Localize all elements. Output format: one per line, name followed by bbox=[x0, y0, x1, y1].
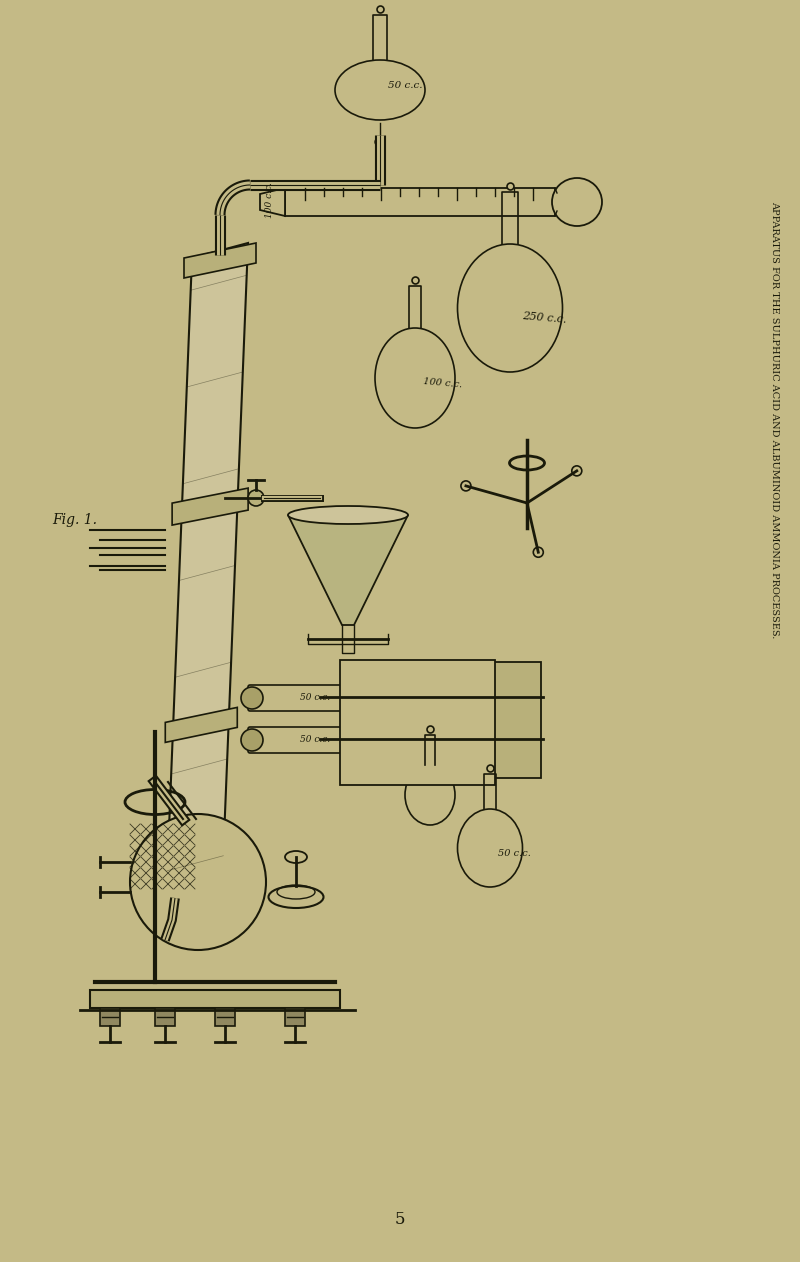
Ellipse shape bbox=[241, 729, 263, 751]
Text: APPARATUS FOR THE SULPHURIC ACID AND ALBUMINOID AMMONIA PROCESSES.: APPARATUS FOR THE SULPHURIC ACID AND ALB… bbox=[770, 202, 779, 639]
Text: Fig. 1.: Fig. 1. bbox=[52, 512, 97, 528]
Circle shape bbox=[130, 814, 266, 950]
FancyBboxPatch shape bbox=[248, 685, 485, 711]
Text: 50 c.c.: 50 c.c. bbox=[388, 81, 422, 90]
FancyBboxPatch shape bbox=[285, 1008, 305, 1026]
Polygon shape bbox=[260, 188, 285, 216]
Polygon shape bbox=[166, 244, 248, 904]
FancyBboxPatch shape bbox=[248, 727, 485, 753]
Polygon shape bbox=[184, 244, 256, 278]
Polygon shape bbox=[166, 708, 238, 742]
Polygon shape bbox=[288, 515, 408, 625]
Circle shape bbox=[248, 490, 264, 506]
Text: 50 c.c.: 50 c.c. bbox=[498, 848, 531, 857]
Text: 100 c.c.: 100 c.c. bbox=[266, 182, 274, 218]
Ellipse shape bbox=[375, 328, 455, 428]
FancyBboxPatch shape bbox=[90, 989, 340, 1008]
Ellipse shape bbox=[458, 809, 522, 887]
Ellipse shape bbox=[335, 61, 425, 120]
FancyBboxPatch shape bbox=[155, 1008, 175, 1026]
FancyBboxPatch shape bbox=[476, 663, 541, 777]
Circle shape bbox=[534, 548, 543, 558]
Circle shape bbox=[572, 466, 582, 476]
FancyBboxPatch shape bbox=[285, 188, 555, 216]
Ellipse shape bbox=[241, 687, 263, 709]
Ellipse shape bbox=[288, 506, 408, 524]
Ellipse shape bbox=[552, 178, 602, 226]
Ellipse shape bbox=[458, 244, 562, 372]
Text: 50 c.c.: 50 c.c. bbox=[300, 736, 330, 745]
FancyBboxPatch shape bbox=[100, 1008, 120, 1026]
Text: 50 c.c.: 50 c.c. bbox=[300, 694, 330, 703]
Ellipse shape bbox=[474, 729, 492, 751]
FancyBboxPatch shape bbox=[215, 1008, 235, 1026]
Ellipse shape bbox=[405, 765, 455, 825]
Text: 5: 5 bbox=[394, 1212, 406, 1228]
FancyBboxPatch shape bbox=[340, 660, 495, 785]
Ellipse shape bbox=[474, 687, 492, 709]
Text: 100 c.c.: 100 c.c. bbox=[423, 377, 462, 389]
Circle shape bbox=[461, 481, 471, 491]
Polygon shape bbox=[172, 488, 248, 525]
Text: 250 c.c.: 250 c.c. bbox=[522, 312, 567, 324]
